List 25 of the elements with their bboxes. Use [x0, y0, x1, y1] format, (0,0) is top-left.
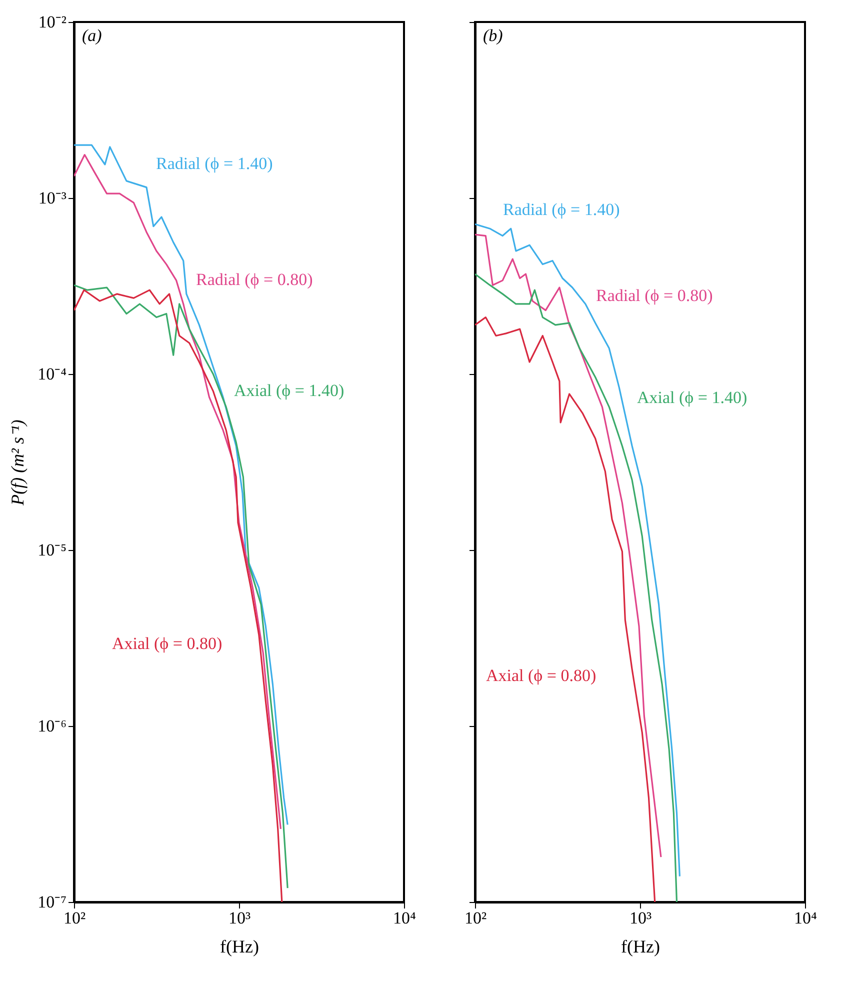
series-label: Radial (ϕ = 1.40) [156, 154, 273, 173]
series-label: Axial (ϕ = 1.40) [637, 388, 748, 407]
chart-title: (b) [483, 26, 504, 45]
x-axis-title: f(Hz) [220, 936, 259, 956]
y-tick-label: 10⁻⁶ [38, 716, 67, 736]
y-axis-title: P(f) (m² s⁻¹) [8, 420, 28, 506]
chart-title: (a) [82, 26, 102, 45]
x-tick-label: 10² [464, 908, 487, 928]
text: Axial (ϕ = 0.80) [486, 666, 596, 685]
y-tick-label: 10⁻² [38, 12, 66, 32]
text: Axial (ϕ = 0.80) [112, 634, 222, 653]
x-tick-label: 10⁴ [794, 908, 818, 928]
series-label: Radial (ϕ = 1.40) [503, 200, 620, 219]
y-tick-label: 10⁻³ [38, 188, 66, 208]
series-label: Radial (ϕ = 0.80) [196, 270, 313, 289]
x-tick-label: 10³ [228, 908, 251, 928]
y-tick-label: 10⁻⁵ [38, 540, 67, 560]
x-axis-title: f(Hz) [621, 936, 660, 956]
y-tick-label: 10⁻⁴ [38, 364, 67, 384]
x-tick-label: 10⁴ [393, 908, 416, 928]
series-label: Axial (ϕ = 1.40) [234, 381, 344, 400]
y-tick-label: 10⁻⁷ [38, 892, 67, 912]
x-tick-label: 10³ [629, 908, 652, 928]
series-label: Radial (ϕ = 0.80) [596, 286, 713, 305]
x-tick-label: 10² [63, 908, 86, 928]
